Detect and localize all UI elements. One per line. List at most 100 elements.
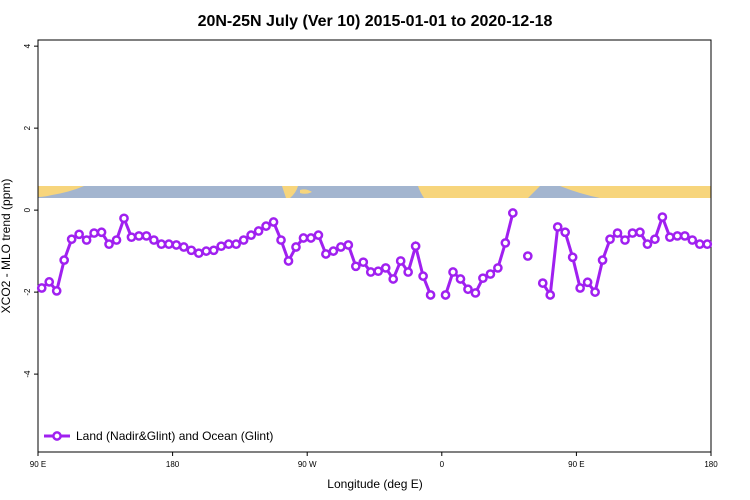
x-axis-label: Longitude (deg E) [327, 477, 422, 491]
x-tick-label: 180 [704, 460, 718, 469]
point [493, 263, 503, 273]
point [253, 226, 264, 236]
point [51, 286, 62, 296]
point [350, 261, 361, 272]
point [231, 239, 242, 250]
point [679, 231, 690, 241]
point [149, 235, 159, 245]
x-tick-label: 90 W [298, 460, 317, 469]
point [500, 238, 511, 248]
point [470, 288, 481, 298]
y-tick-label: -2 [23, 288, 32, 296]
point [627, 228, 638, 238]
point [657, 212, 668, 222]
point [650, 234, 660, 245]
point [552, 222, 563, 232]
point [440, 290, 451, 300]
point [246, 230, 256, 240]
point [216, 241, 227, 252]
x-tick-label: 90 E [30, 460, 46, 469]
point [343, 240, 354, 250]
point [388, 274, 399, 284]
point [620, 235, 630, 245]
point [425, 290, 436, 300]
legend-marker [52, 431, 62, 441]
point [463, 284, 473, 295]
point [134, 231, 144, 241]
point [313, 230, 324, 240]
line [444, 212, 515, 296]
point [156, 239, 167, 250]
point [238, 235, 249, 245]
point [171, 240, 182, 250]
point [186, 245, 197, 256]
point [665, 232, 675, 243]
point [141, 231, 152, 241]
point [59, 255, 70, 265]
point [36, 283, 47, 293]
x-tick-label: 90 E [568, 460, 584, 469]
point [605, 234, 615, 245]
point [321, 249, 331, 259]
point [298, 233, 309, 243]
x-tick-label: 180 [166, 460, 180, 469]
point [89, 228, 99, 238]
y-tick-label: 4 [23, 43, 32, 48]
point [694, 239, 705, 250]
point [672, 231, 683, 241]
point [178, 242, 189, 252]
point [261, 221, 271, 231]
point [702, 239, 713, 250]
point [575, 283, 585, 293]
point [380, 263, 391, 273]
point [448, 267, 458, 277]
point [485, 269, 496, 279]
point [268, 217, 279, 227]
point [291, 242, 301, 252]
point [410, 241, 421, 252]
plot-frame [37, 39, 712, 453]
point [590, 287, 600, 297]
y-tick-label: -4 [23, 370, 32, 378]
point [119, 213, 129, 224]
legend-label: Land (Nadir&Glint) and Ocean (Glint) [76, 429, 273, 443]
chart-title: 20N-25N July (Ver 10) 2015-01-01 to 2020… [198, 13, 553, 30]
point [455, 274, 466, 284]
point [395, 256, 406, 266]
point [96, 227, 107, 238]
point [126, 232, 137, 243]
point [104, 239, 114, 250]
point [276, 235, 286, 245]
point [687, 235, 698, 245]
point [223, 239, 234, 250]
point [365, 267, 376, 277]
point [545, 290, 556, 300]
point [66, 234, 77, 245]
point [537, 278, 548, 288]
point [597, 255, 608, 265]
map-strip [38, 186, 711, 198]
point [81, 235, 92, 245]
point [612, 228, 623, 238]
point [560, 227, 571, 238]
point [193, 248, 204, 259]
x-tick-label: 0 [440, 460, 445, 469]
point [582, 277, 593, 288]
point [283, 256, 294, 266]
point [208, 245, 219, 256]
point [306, 233, 316, 243]
point [567, 252, 578, 263]
y-axis-label: XCO2 - MLO trend (ppm) [0, 179, 13, 314]
point [373, 266, 384, 277]
point [642, 239, 653, 250]
point [478, 273, 488, 284]
point [507, 208, 518, 218]
point [74, 229, 84, 240]
point [336, 242, 346, 252]
point [635, 227, 645, 238]
point [358, 257, 369, 268]
point [111, 235, 122, 245]
point [201, 246, 212, 256]
point [164, 239, 174, 250]
